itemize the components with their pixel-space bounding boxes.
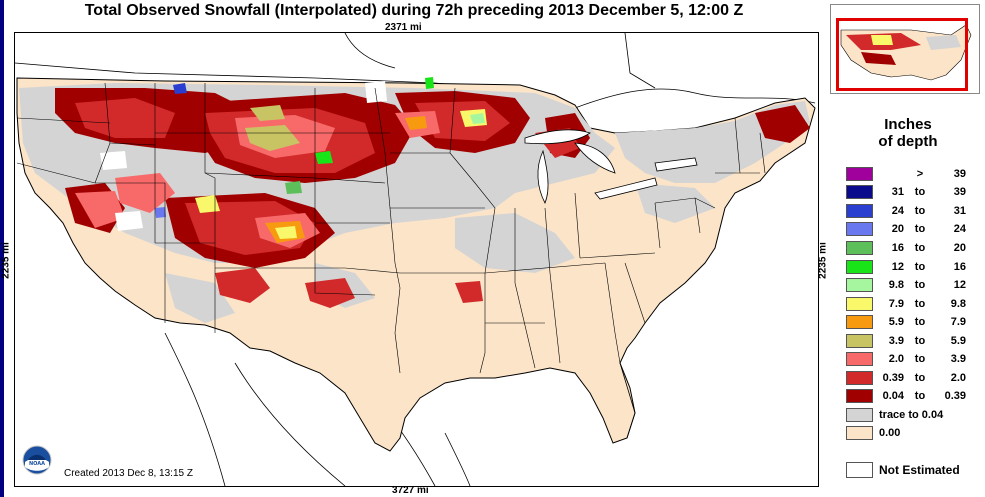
legend-title-line2: of depth [878,133,938,150]
legend-hi: 9.8 [950,298,966,310]
legend-swatch [846,260,873,274]
great-lakes [524,129,698,204]
legend-row: 7.9 to 9.8 [846,296,976,313]
legend-swatch [846,389,873,403]
noaa-logo-text: NOAA [29,461,45,467]
legend-op: to [914,390,926,402]
inset-map [840,24,972,81]
legend-swatch [846,462,873,478]
legend-hi: 3.9 [950,353,966,365]
legend-label: 0.00 [879,427,901,439]
legend-lo: 9.8 [888,279,904,291]
legend-hi: 7.9 [950,316,966,328]
legend-op: to [914,186,926,198]
legend-title: Inches of depth [838,116,978,150]
bottom-width-label: 3727 mi [392,485,429,496]
legend-swatch [846,185,873,199]
legend-row: 3.9 to 5.9 [846,333,976,350]
legend-op: to [914,261,926,273]
legend-op: to [914,298,926,310]
legend-op: to [914,372,926,384]
legend-lo: 16 [891,242,904,254]
legend-row: trace to 0.04 [846,407,976,424]
snowfall-map[interactable] [14,32,819,487]
legend-op: to [914,279,926,291]
legend-op: to [914,353,926,365]
legend-swatch [846,297,873,311]
legend-row: 12 to 16 [846,259,976,276]
legend-lo: 12 [891,261,904,273]
right-height-label: 2235 mi [817,242,829,279]
legend-swatch [846,167,873,181]
legend-swatch [846,204,873,218]
legend-op: to [914,242,926,254]
legend-row: 0.04 to 0.39 [846,388,976,405]
not-estimated-spots [100,81,387,231]
top-width-label: 2371 mi [385,22,422,33]
noaa-logo: NOAA [22,445,52,475]
legend-lo: 7.9 [888,298,904,310]
legend-swatch [846,408,873,422]
legend-hi: 12 [953,279,966,291]
legend-hi: 31 [953,205,966,217]
legend-lo: 0.39 [882,372,904,384]
legend-lo: 31 [891,186,904,198]
legend-swatch [846,278,873,292]
legend-row: 24 to 31 [846,203,976,220]
state-borders [16,82,766,374]
legend-swatch [846,352,873,366]
legend-hi: 24 [953,223,966,235]
legend-op: to [914,205,926,217]
legend-hi: 16 [953,261,966,273]
legend-row: 31 to 39 [846,184,976,201]
legend-swatch [846,241,873,255]
map-graphic [15,33,816,486]
legend-row: 16 to 20 [846,240,976,257]
legend-row: 0.39 to 2.0 [846,370,976,387]
legend-row: > 39 [846,166,976,183]
legend-op: to [914,223,926,235]
legend-label: trace to 0.04 [879,409,944,421]
legend-lo: 5.9 [888,316,904,328]
overview-inset[interactable] [830,4,980,94]
legend-swatch [846,222,873,236]
deep-snow-accents [155,77,487,243]
legend-label: Not Estimated [879,463,960,477]
legend-op: > [916,168,924,180]
legend-hi: 39 [953,168,966,180]
legend-hi: 2.0 [950,372,966,384]
florida-coast [619,362,636,439]
legend-row: 20 to 24 [846,221,976,238]
legend-swatch [846,371,873,385]
legend-row: 2.0 to 3.9 [846,351,976,368]
legend-swatch [846,315,873,329]
legend-op: to [914,335,926,347]
legend-lo: 2.0 [888,353,904,365]
legend-op: to [914,316,926,328]
inset-viewport-box [836,18,968,91]
legend-swatch [846,426,873,440]
legend-row: 9.8 to 12 [846,277,976,294]
legend-lo: 0.04 [882,390,904,402]
legend-hi: 5.9 [950,335,966,347]
window-edge [0,0,4,497]
legend-lo: 3.9 [888,335,904,347]
legend-lo: 20 [891,223,904,235]
map-title: Total Observed Snowfall (Interpolated) d… [84,2,744,19]
legend-row: 0.00 [846,425,976,442]
legend-title-line1: Inches [884,116,932,133]
left-height-label: 2235 mi [0,242,12,279]
legend-swatch [846,334,873,348]
legend-hi: 20 [953,242,966,254]
legend-hi: 0.39 [944,390,966,402]
legend-hi: 39 [953,186,966,198]
created-timestamp: Created 2013 Dec 8, 13:15 Z [64,468,193,479]
legend-row: 5.9 to 7.9 [846,314,976,331]
legend-not-estimated: Not Estimated [846,462,976,479]
legend-lo: 24 [891,205,904,217]
